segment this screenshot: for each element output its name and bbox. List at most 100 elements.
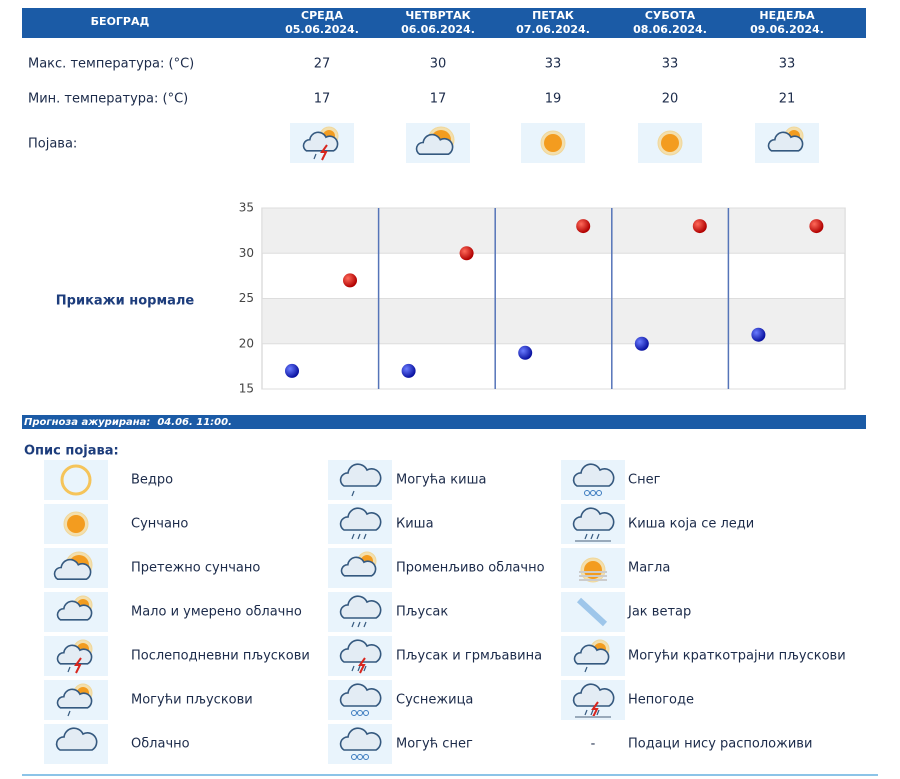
flake — [363, 710, 369, 716]
cloud — [339, 595, 382, 619]
drop — [351, 621, 355, 628]
cloud — [339, 639, 382, 663]
day-name: ПЕТАК — [532, 9, 574, 22]
weather-icon — [339, 727, 382, 760]
max-point — [343, 273, 357, 288]
cloud — [339, 463, 382, 487]
cloud — [55, 727, 98, 751]
legend-label: Јак ветар — [627, 605, 691, 620]
drop — [351, 665, 355, 672]
max-point — [576, 219, 591, 234]
y-tick-label: 25 — [239, 291, 254, 305]
day-name: СУБОТА — [645, 9, 696, 22]
weather-icon — [572, 507, 615, 542]
cloud — [56, 644, 93, 665]
sun — [544, 134, 562, 152]
legend-label: Киша која се леди — [628, 517, 754, 532]
min-point — [401, 363, 416, 378]
day-name: СРЕДА — [301, 9, 343, 22]
weather-icon — [657, 130, 683, 156]
day-name: НЕДЕЉА — [759, 9, 815, 22]
legend-label: Пљусак — [396, 605, 448, 620]
cloud — [572, 507, 615, 531]
drop — [584, 533, 588, 540]
weather-icon — [339, 507, 382, 540]
weather-icon — [576, 597, 608, 627]
cloud — [53, 558, 92, 580]
flake — [357, 754, 363, 760]
legend-label: Могући краткотрајни пљускови — [628, 649, 846, 664]
y-tick-label: 35 — [239, 201, 254, 215]
weather-icon — [56, 683, 93, 717]
cloud — [572, 463, 615, 487]
weather-icon — [572, 463, 615, 496]
legend-label: Суснежица — [396, 693, 473, 708]
drop — [363, 621, 367, 628]
drop — [67, 710, 71, 717]
max-temp: 30 — [430, 57, 447, 72]
normals-link[interactable]: Прикажи нормале — [56, 294, 195, 309]
weather-icon — [55, 727, 98, 751]
city: БЕОГРАД — [91, 15, 150, 28]
weather-icon — [767, 126, 804, 152]
grid-band — [263, 208, 844, 254]
weather-icon — [340, 551, 377, 577]
max-temp: 33 — [662, 57, 679, 72]
legend-label: Пљусак и грмљавина — [396, 649, 542, 664]
weather-icon — [415, 126, 455, 155]
min-temp: 21 — [779, 92, 796, 107]
cloud — [302, 131, 339, 152]
day-date: 08.06.2024. — [633, 23, 707, 36]
drop — [357, 621, 361, 628]
drop — [351, 490, 355, 497]
row-label: Појава: — [28, 137, 77, 152]
cloud — [339, 683, 382, 707]
drop — [584, 709, 588, 716]
drop — [590, 533, 594, 540]
bolt — [74, 657, 82, 674]
row-label: Мин. температура: (°C) — [28, 92, 188, 107]
flake — [351, 754, 357, 760]
flake — [363, 754, 369, 760]
day-name: ЧЕТВРТАК — [405, 9, 470, 22]
weather-icon — [60, 464, 92, 496]
min-temp: 20 — [662, 92, 679, 107]
weather-icon — [56, 595, 93, 621]
flake — [596, 490, 602, 496]
legend-label: Претежно сунчано — [131, 561, 260, 576]
legend-label: Подаци нису расположиви — [628, 737, 812, 752]
day-date: 05.06.2024. — [285, 23, 359, 36]
min-point — [751, 327, 766, 342]
day-date: 09.06.2024. — [750, 23, 824, 36]
weather-icon — [339, 639, 382, 674]
drop — [363, 533, 367, 540]
drop — [357, 665, 361, 672]
legend-label: Магла — [628, 561, 670, 576]
min-point — [285, 363, 299, 378]
sun — [661, 134, 679, 152]
min-point — [634, 336, 649, 351]
legend-label: Могући пљускови — [131, 693, 253, 708]
legend-label: Мало и умерено облачно — [131, 605, 302, 620]
day-date: 07.06.2024. — [516, 23, 590, 36]
flake — [351, 710, 357, 716]
cloud — [340, 556, 377, 577]
weather-icon — [53, 551, 93, 580]
flake — [584, 490, 590, 496]
weather-icon — [56, 639, 93, 674]
legend-label: Облачно — [131, 737, 190, 752]
drop — [357, 533, 361, 540]
min-temp: 17 — [314, 92, 331, 107]
weather-icon — [302, 126, 339, 161]
sun — [67, 515, 85, 533]
min-temp: 19 — [545, 92, 562, 107]
sun — [60, 464, 92, 496]
header-bar — [22, 8, 866, 38]
bolt — [358, 657, 366, 674]
cloud — [339, 507, 382, 531]
legend-label: Могућ снег — [396, 737, 473, 752]
legend-label: Променљиво облачно — [396, 561, 545, 576]
legend-label: Сунчано — [131, 517, 188, 532]
flake — [590, 490, 596, 496]
